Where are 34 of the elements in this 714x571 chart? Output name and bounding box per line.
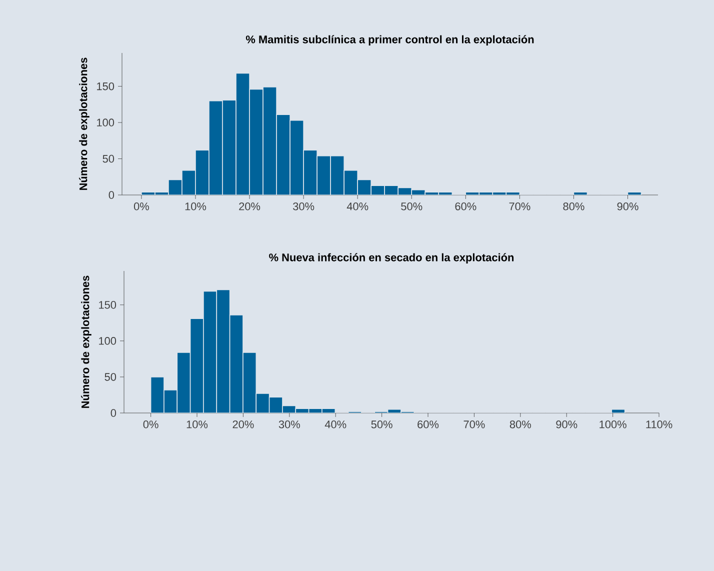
y-tick-label: 0: [108, 191, 114, 199]
y-axis-title: Número de explotaciones: [81, 276, 92, 408]
y-tick-label: 100: [99, 337, 116, 345]
x-tick-label: 90%: [556, 420, 578, 428]
x-tick-label: 60%: [455, 202, 476, 210]
x-tick-label: 10%: [185, 202, 206, 210]
x-tick-label: 70%: [509, 202, 530, 210]
x-tick-label: 110%: [646, 420, 672, 428]
chart-title: % Mamitis subclínica a primer control en la explotación: [246, 35, 534, 46]
x-tick-label: 20%: [232, 420, 254, 428]
y-tick-label: 0: [110, 409, 116, 417]
y-axis-title: Número de explotaciones: [79, 58, 90, 190]
x-tick-label: 0%: [134, 202, 149, 210]
x-tick-label: 60%: [418, 420, 439, 428]
x-tick-label: 90%: [617, 202, 638, 210]
x-tick-label: 0%: [143, 420, 158, 428]
y-tick-label: 50: [104, 373, 116, 381]
x-tick-label: 100%: [600, 420, 626, 428]
y-tick-label: 100: [97, 118, 114, 126]
x-tick-label: 80%: [510, 420, 531, 428]
y-tick-label: 150: [97, 82, 114, 90]
x-tick-label: 70%: [464, 420, 485, 428]
x-tick-label: 40%: [346, 202, 368, 210]
x-tick-label: 30%: [293, 202, 314, 210]
chart-title: % Nueva infección en secado en la explotación: [269, 253, 514, 264]
x-tick-label: 40%: [324, 420, 346, 428]
x-tick-label: 50%: [401, 202, 422, 210]
x-tick-label: 30%: [278, 420, 300, 428]
x-tick-label: 80%: [563, 202, 584, 210]
y-tick-label: 150: [99, 300, 116, 309]
x-tick-label: 20%: [239, 202, 260, 210]
y-tick-label: 50: [102, 154, 114, 163]
x-tick-label: 10%: [186, 420, 208, 428]
x-tick-label: 50%: [371, 420, 392, 428]
